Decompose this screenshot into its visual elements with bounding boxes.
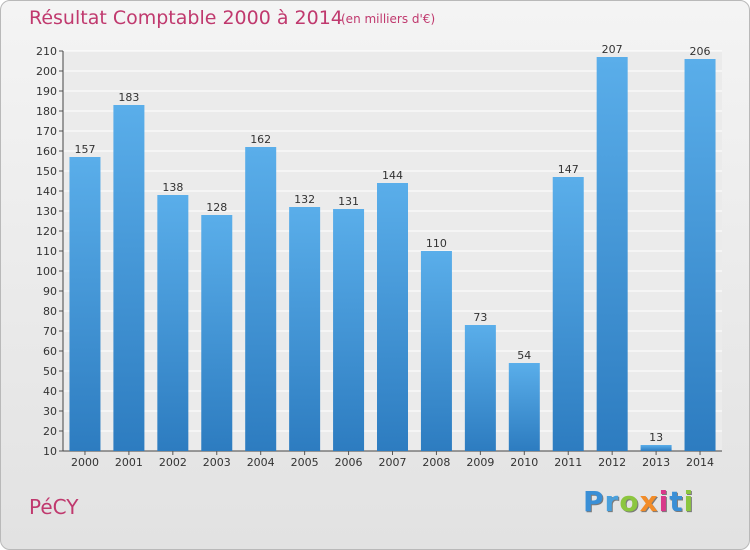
bar	[113, 105, 145, 451]
y-tick-label: 170	[36, 125, 57, 138]
bar-value-label: 131	[338, 195, 359, 208]
bar-value-label: 206	[690, 45, 711, 58]
x-tick-label: 2010	[510, 456, 538, 469]
bar-value-label: 132	[294, 193, 315, 206]
x-tick-label: 2013	[642, 456, 670, 469]
bar-value-label: 73	[473, 311, 487, 324]
place-name: PéCY	[29, 495, 79, 519]
bar-value-label: 157	[74, 143, 95, 156]
y-tick-label: 40	[43, 385, 57, 398]
bar	[377, 183, 408, 451]
y-tick-label: 50	[43, 365, 57, 378]
y-tick-label: 140	[36, 185, 57, 198]
proxiti-logo[interactable]: Proxiti	[583, 485, 694, 518]
y-tick-label: 180	[36, 105, 57, 118]
bar-value-label: 128	[206, 201, 227, 214]
bar-value-label: 147	[558, 163, 579, 176]
logo-letter: i	[658, 485, 670, 518]
y-tick-label: 190	[36, 85, 57, 98]
y-tick-label: 100	[36, 265, 57, 278]
y-tick-label: 70	[43, 325, 57, 338]
y-tick-label: 10	[43, 445, 57, 458]
bar	[596, 57, 628, 451]
bar	[684, 59, 716, 451]
logo-letter: t	[669, 485, 684, 518]
bar	[333, 209, 365, 451]
bar-value-label: 13	[649, 431, 663, 444]
y-tick-label: 90	[43, 285, 57, 298]
y-tick-label: 20	[43, 425, 57, 438]
bar-value-label: 183	[118, 91, 139, 104]
x-tick-label: 2009	[466, 456, 494, 469]
bar-value-label: 54	[517, 349, 531, 362]
bar-value-label: 110	[426, 237, 447, 250]
bar-value-label: 207	[602, 43, 623, 56]
bar-value-label: 138	[162, 181, 183, 194]
bar	[157, 195, 189, 451]
x-tick-label: 2006	[335, 456, 363, 469]
y-tick-label: 60	[43, 345, 57, 358]
x-tick-label: 2005	[291, 456, 319, 469]
x-tick-label: 2011	[554, 456, 582, 469]
bar	[420, 251, 452, 451]
y-tick-label: 130	[36, 205, 57, 218]
bar	[640, 445, 672, 451]
x-tick-label: 2014	[686, 456, 714, 469]
x-tick-label: 2002	[159, 456, 187, 469]
bar	[464, 325, 496, 451]
x-tick-label: 2004	[247, 456, 275, 469]
logo-letter: r	[604, 485, 620, 518]
y-tick-label: 80	[43, 305, 57, 318]
logo-letter: P	[583, 485, 605, 518]
x-tick-label: 2008	[422, 456, 450, 469]
logo-letter: i	[683, 485, 695, 518]
y-tick-label: 120	[36, 225, 57, 238]
x-tick-label: 2012	[598, 456, 626, 469]
bar	[201, 215, 233, 451]
logo-letter: o	[619, 485, 640, 518]
y-tick-label: 150	[36, 165, 57, 178]
bar	[508, 363, 540, 451]
y-tick-label: 110	[36, 245, 57, 258]
bar	[245, 147, 277, 451]
y-tick-label: 200	[36, 65, 57, 78]
chart-subtitle: (en milliers d'€)	[341, 12, 436, 26]
y-tick-label: 160	[36, 145, 57, 158]
bar	[289, 207, 321, 451]
bar-value-label: 144	[382, 169, 403, 182]
x-tick-label: 2000	[71, 456, 99, 469]
x-tick-label: 2001	[115, 456, 143, 469]
y-tick-label: 30	[43, 405, 57, 418]
x-tick-label: 2003	[203, 456, 231, 469]
y-tick-label: 210	[36, 45, 57, 58]
bar	[69, 157, 101, 451]
chart-title: Résultat Comptable 2000 à 2014	[29, 7, 343, 29]
logo-letter: x	[639, 485, 659, 518]
bar-value-label: 162	[250, 133, 271, 146]
x-tick-label: 2007	[379, 456, 407, 469]
bar	[552, 177, 584, 451]
